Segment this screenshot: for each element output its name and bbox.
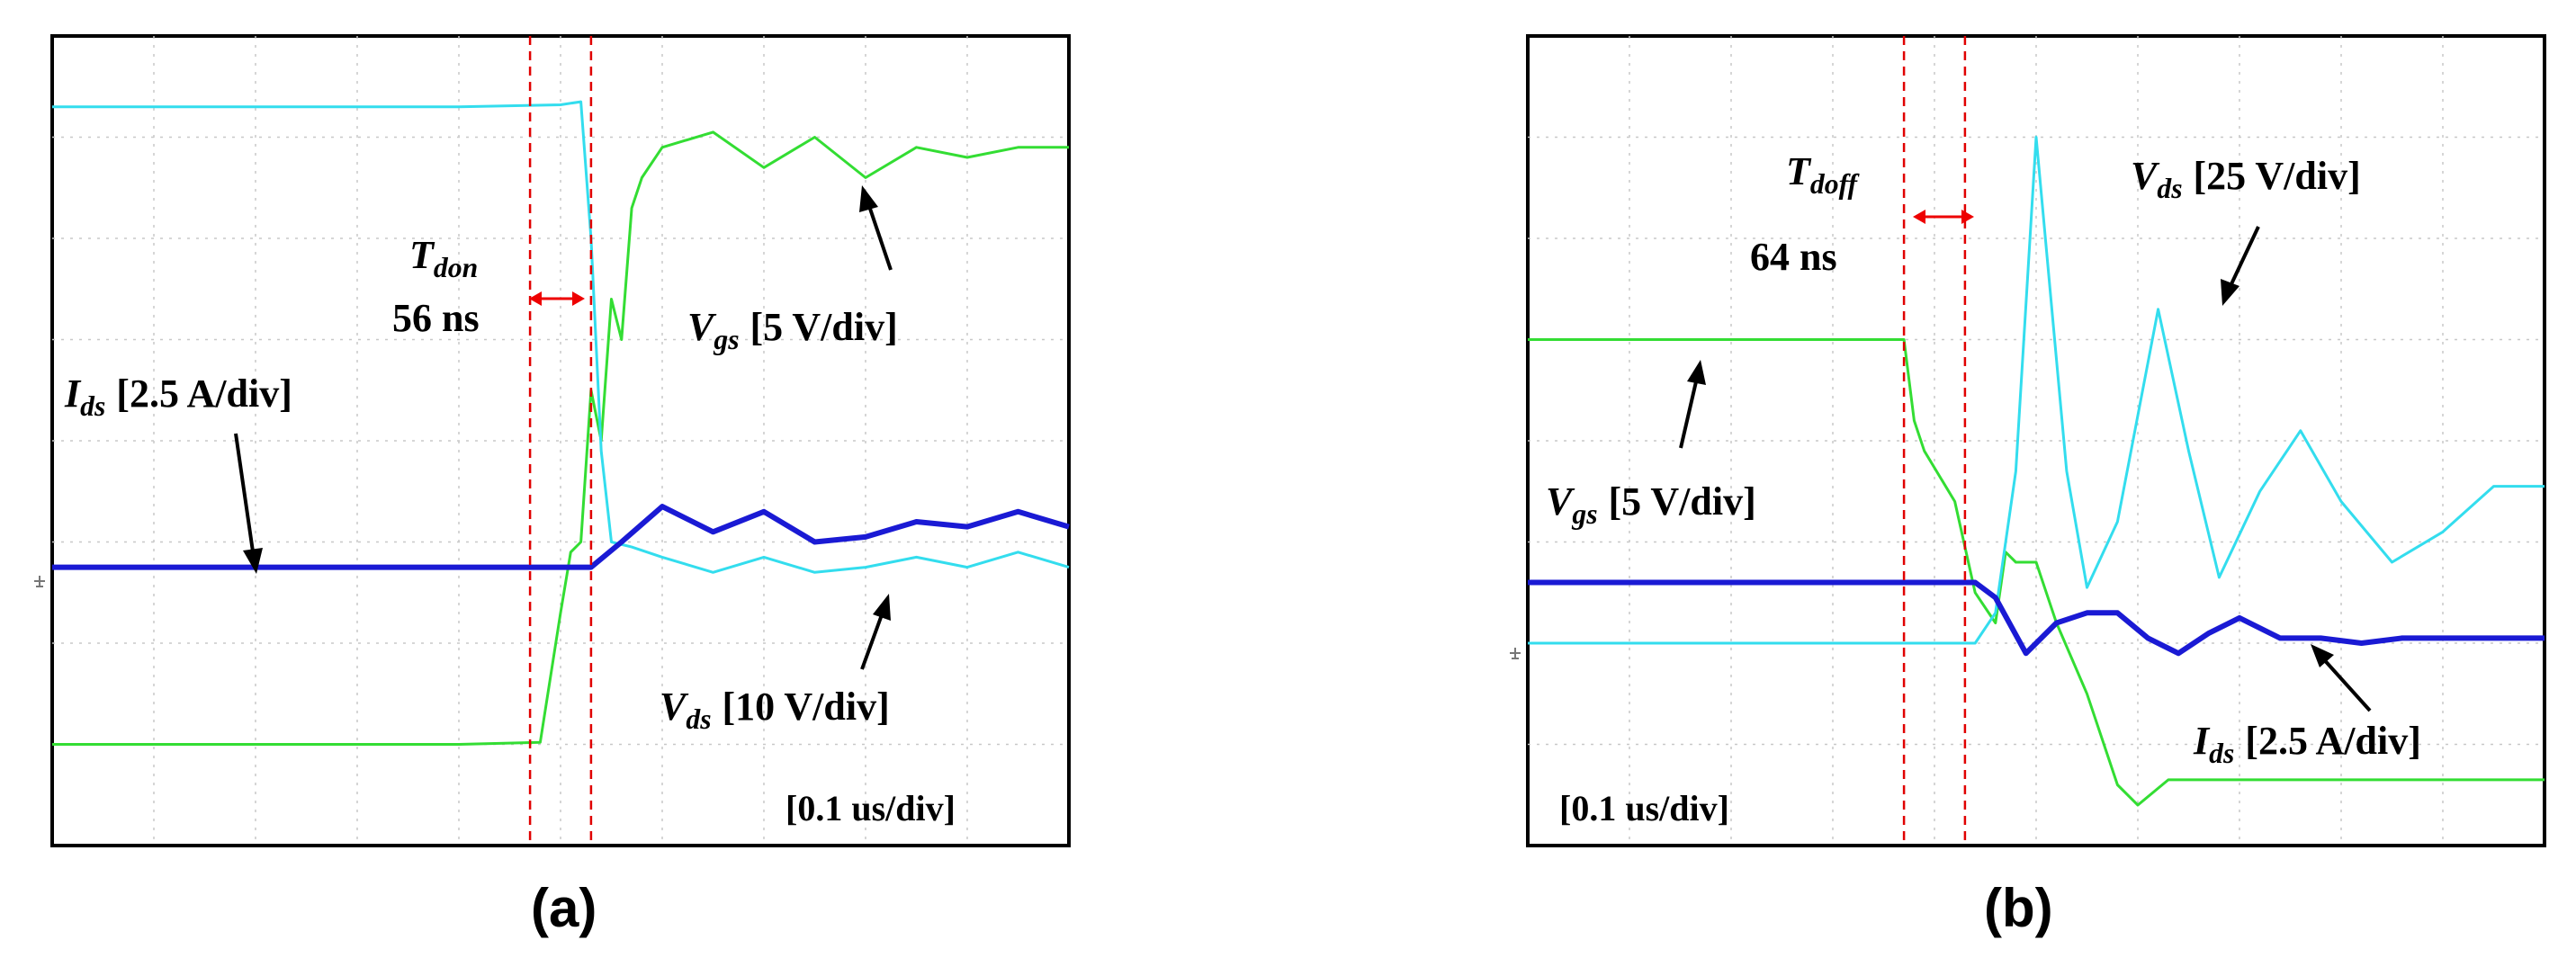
caption-b: (b) — [1984, 878, 2053, 938]
vds-arrow-b — [2221, 226, 2260, 306]
ids-arrow-a — [234, 433, 263, 574]
ground-symbol-a — [34, 576, 45, 587]
vds-label-b: Vds [25 V/div] — [2131, 154, 2361, 204]
panel-a: Tdon 56 ns Ids [2.5 A/div] Vgs [5 V/div] V… — [34, 34, 1071, 938]
vds-trace — [1528, 136, 2545, 645]
ground-symbol-b — [1510, 648, 1521, 659]
vds-arrow-a — [860, 594, 891, 670]
vds-trace — [52, 100, 1070, 574]
vgs-label-a: Vgs [5 V/div] — [687, 305, 898, 355]
vgs-label-b: Vgs [5 V/div] — [1546, 479, 1756, 530]
delay-markers-a — [528, 36, 593, 846]
vgs-arrow-a — [859, 185, 893, 271]
delay-markers-b — [1902, 36, 1967, 846]
panel-b: Tdoff 64 ns Vds [25 V/div] Vgs [5 V/div] I… — [1510, 34, 2546, 938]
traces-b — [1528, 136, 2545, 807]
ids-arrow-b — [2311, 644, 2372, 712]
delay-label-b: Tdoff — [1786, 149, 1861, 200]
vgs-arrow-b — [1679, 360, 1706, 449]
delay-value-a: 56 ns — [392, 296, 480, 340]
delay-value-b: 64 ns — [1750, 235, 1837, 279]
vds-label-a: Vds [10 V/div] — [660, 685, 890, 735]
caption-a: (a) — [531, 878, 597, 938]
timebase-a: [0.1 us/div] — [785, 788, 956, 828]
ids-trace — [52, 504, 1070, 570]
vgs-trace — [1528, 338, 2545, 807]
delay-label-a: Tdon — [409, 233, 478, 283]
delay-arrow-a — [529, 291, 585, 306]
timebase-b: [0.1 us/div] — [1559, 788, 1729, 828]
traces-a — [52, 100, 1070, 746]
grid-a — [52, 36, 1069, 846]
ids-label-a: Ids [2.5 A/div] — [64, 372, 292, 422]
delay-arrow-b — [1913, 210, 1974, 224]
ids-trace — [1528, 579, 2545, 657]
vgs-trace — [52, 130, 1069, 746]
ids-label-b: Ids [2.5 A/div] — [2193, 719, 2421, 769]
